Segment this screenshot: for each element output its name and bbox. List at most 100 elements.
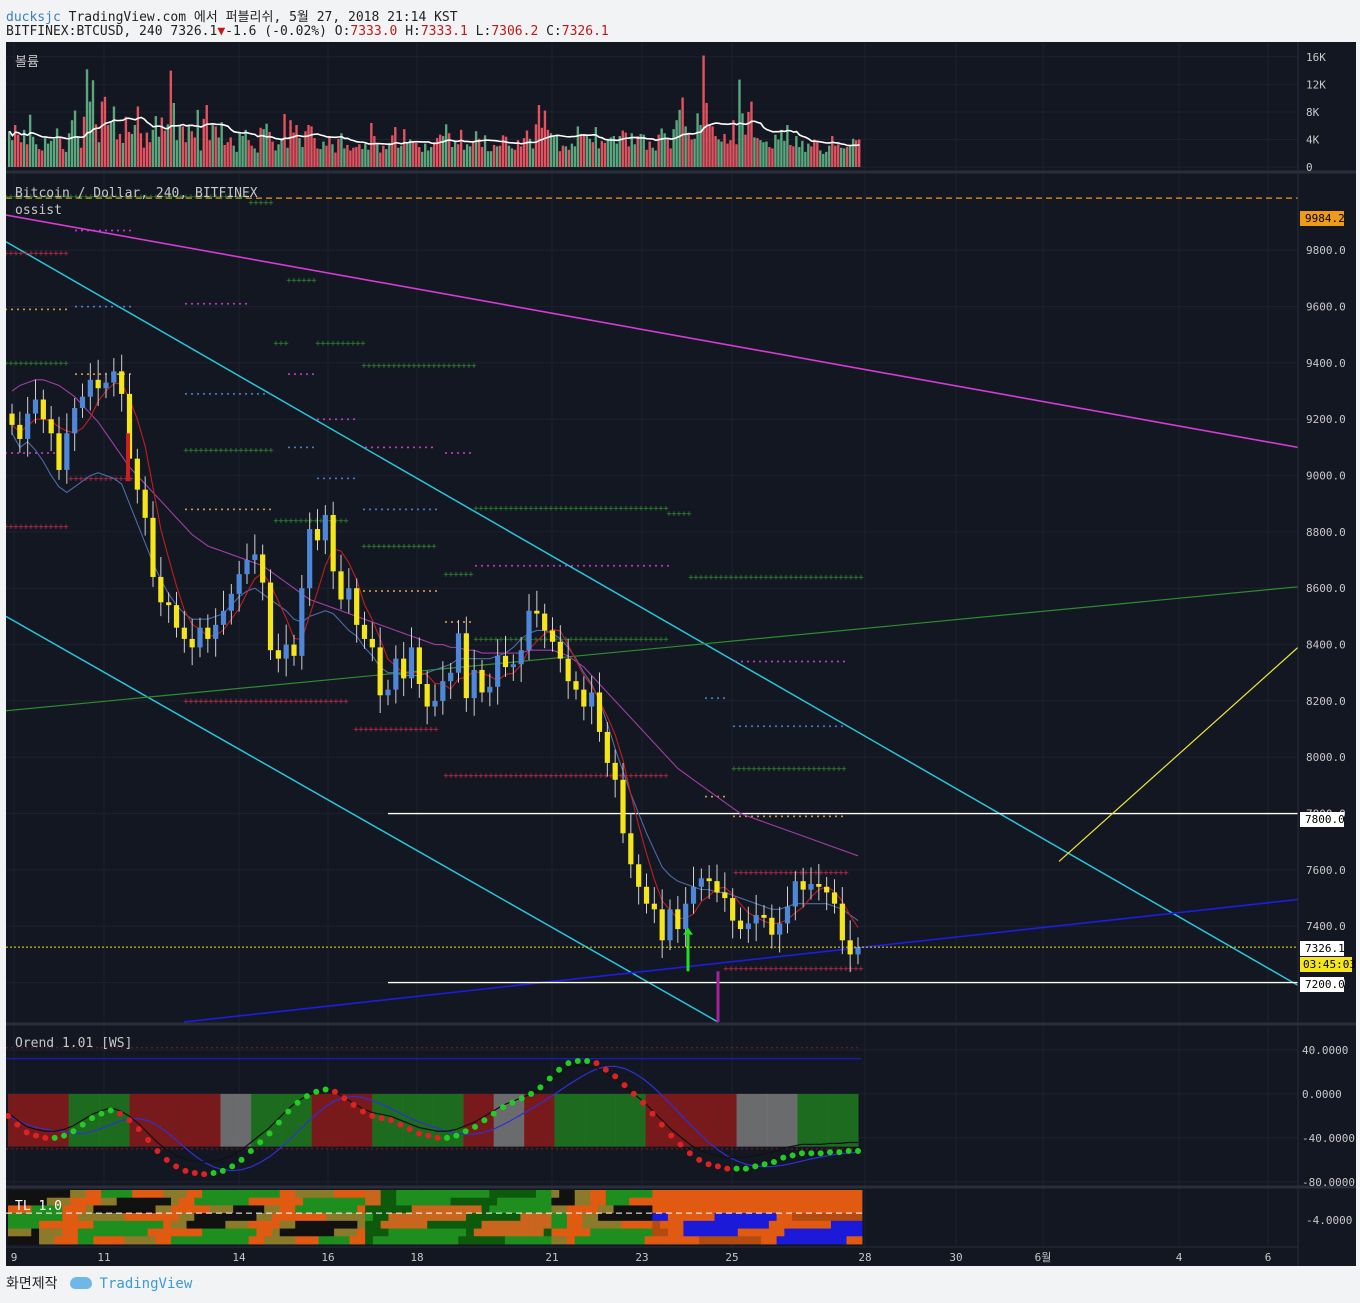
level-dot [75, 229, 77, 232]
tl-cell [349, 1190, 358, 1199]
volume-bar [73, 110, 77, 167]
level-marker: + [838, 964, 844, 974]
tl-cell [543, 1236, 552, 1245]
level-marker: + [98, 474, 104, 484]
tl-cell [598, 1197, 607, 1206]
tl-cell [31, 1236, 40, 1245]
level-marker: + [63, 359, 69, 369]
level-marker: + [361, 542, 367, 552]
candle-body [299, 588, 305, 656]
tl-cell [652, 1228, 661, 1237]
level-dot [751, 725, 753, 728]
level-marker: + [23, 193, 29, 203]
level-dot [799, 815, 801, 818]
tl-cell [264, 1190, 273, 1199]
level-marker: + [823, 869, 829, 879]
tl-cell [466, 1190, 475, 1199]
tl-cell [427, 1213, 436, 1222]
tl-cell [660, 1205, 669, 1214]
tradingview-brand-link[interactable]: TradingView [99, 1276, 193, 1292]
tl-cell [39, 1228, 48, 1237]
tl-cell [582, 1213, 591, 1222]
candle-body [479, 669, 485, 693]
level-marker: + [368, 725, 374, 735]
level-marker: + [8, 249, 14, 259]
level-marker: + [63, 193, 69, 203]
level-marker: + [483, 504, 489, 514]
level-marker: + [493, 635, 499, 645]
tl-cell [551, 1205, 560, 1214]
volume-bar [852, 138, 855, 167]
level-marker: + [358, 725, 364, 735]
tl-cell [582, 1205, 591, 1214]
osc-dot [472, 1123, 479, 1130]
volume-bar [214, 126, 217, 167]
level-marker: + [238, 697, 244, 707]
level-marker: + [448, 772, 454, 782]
tl-cell [8, 1236, 17, 1245]
price-tick-label: 7600.0 [1306, 864, 1346, 877]
tl-cell [605, 1220, 614, 1229]
level-marker: + [498, 772, 504, 782]
candle-body [651, 903, 657, 910]
tl-cell [388, 1190, 397, 1199]
tl-cell [264, 1205, 273, 1214]
chart-area[interactable]: + + + + + + + + + + + + + + + + + + + + + + + + + + + + + + + + + + + + + + + +… [3, 42, 1356, 1266]
candle-body [87, 379, 93, 397]
tl-cell [761, 1190, 770, 1199]
level-dot [751, 815, 753, 818]
osc-dot [23, 1129, 30, 1136]
level-marker: + [738, 869, 744, 879]
username-link[interactable]: ducksjc [6, 10, 61, 25]
level-marker: + [33, 193, 39, 203]
volume-bar [433, 142, 436, 167]
tl-cell [497, 1228, 506, 1237]
tl-cell [8, 1205, 17, 1214]
time-axis-labels[interactable]: 9 11 14 16 18 21 23 25 28 30 6월 4 6 [11, 1251, 1272, 1264]
price-tick-label: 8400.0 [1306, 639, 1346, 652]
tl-cell [217, 1205, 226, 1214]
level-marker: + [48, 249, 54, 259]
volume-bar [178, 125, 181, 167]
tl-cell [225, 1197, 234, 1206]
level-marker: + [53, 522, 59, 532]
tl-cell [815, 1228, 824, 1237]
level-dot [117, 229, 119, 232]
tl-cell [442, 1197, 451, 1206]
osc-dot [369, 1112, 376, 1119]
tl-cell [621, 1190, 630, 1199]
tl-cell [186, 1190, 195, 1199]
level-dot [393, 590, 395, 593]
tl-cell [815, 1205, 824, 1214]
tl-cell [388, 1236, 397, 1245]
tl-cell [574, 1220, 583, 1229]
volume-bar [627, 146, 630, 167]
chart-svg[interactable]: + + + + + + + + + + + + + + + + + + + + + + + + + + + + + + + + + + + + + + + +… [3, 42, 1356, 1266]
level-dot [817, 815, 819, 818]
tl-cell [512, 1228, 521, 1237]
tl-cell [776, 1228, 785, 1237]
level-dot [429, 590, 431, 593]
level-marker: + [823, 573, 829, 583]
tl-cell [349, 1197, 358, 1206]
tl-cell [54, 1236, 63, 1245]
level-dot [717, 697, 719, 700]
volume-bar [672, 129, 675, 167]
candle-body [346, 588, 352, 600]
volume-bar [304, 131, 307, 167]
volume-bar [238, 132, 241, 167]
tl-cell [54, 1213, 63, 1222]
volume-bar [558, 151, 562, 167]
tl-cell [147, 1197, 156, 1206]
tl-cell [8, 1213, 17, 1222]
volume-bar [400, 145, 403, 167]
level-marker: + [578, 504, 584, 514]
volume-bar [513, 149, 517, 167]
volume-bar [247, 140, 250, 167]
level-dot [723, 795, 725, 798]
tl-cell [85, 1197, 94, 1206]
level-marker: + [306, 276, 312, 286]
volume-bar [600, 140, 604, 167]
tl-cell [233, 1228, 242, 1237]
candle-body [205, 627, 211, 639]
